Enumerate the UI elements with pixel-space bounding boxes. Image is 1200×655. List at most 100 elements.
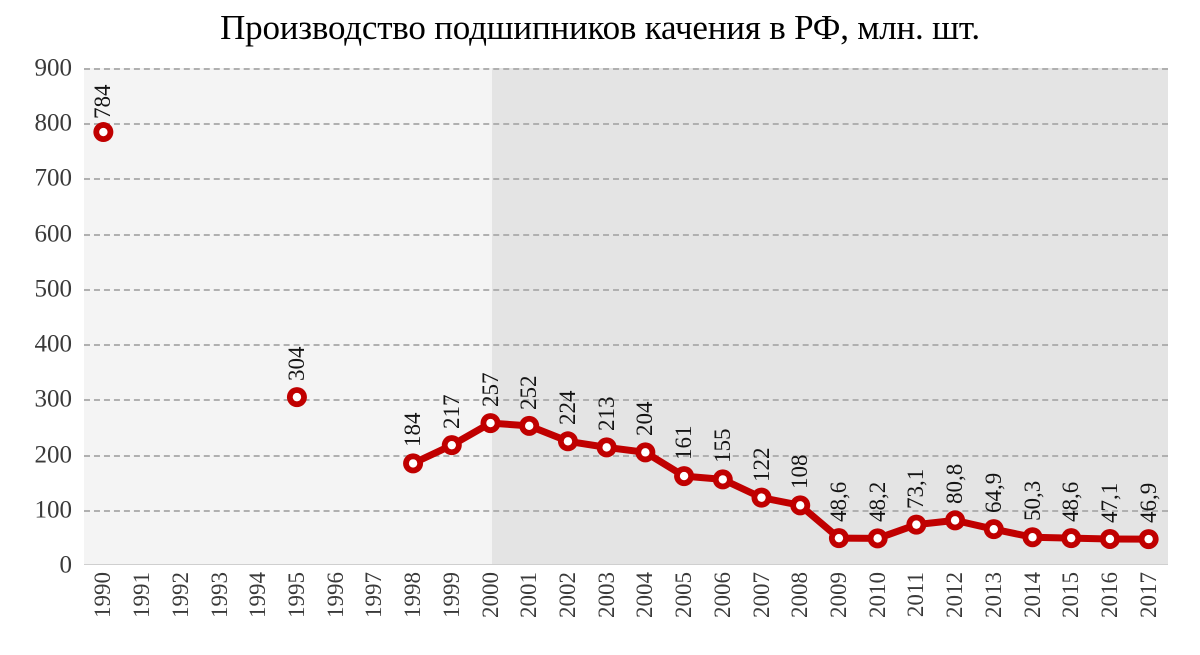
data-point-marker-center: [873, 534, 882, 543]
data-point-marker-center: [641, 448, 650, 457]
x-axis-tick-label: 2000: [477, 572, 503, 618]
x-axis-tick-label: 2009: [825, 572, 851, 618]
x-axis-tick-label: 2006: [709, 572, 735, 618]
y-axis-tick-label: 600: [34, 220, 73, 248]
gridline: [84, 454, 1168, 457]
y-axis-tick-label: 400: [34, 330, 73, 358]
data-point-label: 252: [516, 375, 542, 410]
x-axis-tick-label: 2004: [632, 572, 658, 618]
data-point-label: 48,2: [864, 482, 890, 523]
gridline: [84, 399, 1168, 402]
data-point-label: 161: [671, 425, 697, 461]
y-axis-tick-label: 200: [34, 441, 73, 469]
chart-title: Производство подшипников качения в РФ, м…: [220, 8, 980, 47]
x-axis-tick-label: 2005: [671, 572, 697, 618]
data-point-marker-center: [834, 533, 844, 543]
data-point-label: 155: [709, 428, 735, 464]
data-series: [93, 122, 1159, 550]
x-axis-tick-label: 1993: [206, 572, 232, 618]
plot-area: 784 304 184 217 257 252 224 213 204 161 155 122 108 4…: [84, 68, 1168, 565]
x-axis-tick-label: 1991: [129, 572, 155, 618]
y-axis-tick-label: 900: [34, 54, 73, 82]
x-axis-tick-label: 1996: [322, 572, 348, 618]
x-axis-tick-label: 2001: [516, 572, 542, 618]
data-point-label: 80,8: [942, 464, 968, 505]
x-axis-tick-label: 1999: [438, 572, 464, 618]
x-axis-tick-label: 2013: [980, 572, 1006, 618]
x-axis-tick-label: 2014: [1019, 572, 1045, 618]
gridline: [84, 123, 1168, 126]
data-point-label: 64,9: [980, 472, 1006, 514]
data-point-marker-center: [912, 520, 921, 529]
data-point-label: 108: [787, 454, 813, 490]
data-point-label: 784: [90, 84, 116, 120]
y-axis-tick-label: 500: [34, 275, 73, 303]
x-axis-tick-label: 1990: [90, 572, 116, 618]
data-point-marker-center: [447, 440, 456, 450]
x-axis-tick-label: 2003: [593, 572, 619, 618]
data-point-label: 48,6: [1058, 481, 1084, 523]
data-point-marker-center: [563, 437, 573, 446]
data-point-label: 46,9: [1135, 482, 1161, 524]
series-point-group: [93, 122, 1159, 550]
gridline: [84, 288, 1168, 291]
data-point-label: 257: [477, 372, 503, 408]
data-point-label: 304: [283, 346, 309, 382]
data-point-marker-center: [408, 459, 418, 468]
gridline: [84, 68, 1168, 70]
data-point-marker-center: [950, 516, 960, 525]
y-axis-tick-label: 700: [34, 164, 73, 192]
gridline: [84, 509, 1168, 512]
x-axis-tick-label: 2010: [864, 572, 890, 618]
x-axis-tick-label: 2012: [942, 572, 968, 618]
data-point-label: 47,1: [1096, 482, 1122, 523]
x-axis-tick-label: 2017: [1135, 572, 1161, 618]
background-band-left: [84, 68, 492, 565]
data-point-marker-center: [525, 421, 534, 431]
data-point-marker-center: [989, 524, 998, 534]
data-point-label: 122: [748, 447, 774, 482]
data-point-label: 217: [438, 394, 464, 430]
data-point-marker-center: [718, 475, 727, 484]
x-axis-tick-label: 1994: [245, 572, 271, 618]
data-point-marker-center: [1105, 534, 1115, 544]
background-band-right: [491, 68, 1168, 565]
data-point-marker-center: [486, 418, 495, 428]
data-point-marker-center: [602, 443, 611, 452]
y-axis-tick-label: 800: [34, 109, 73, 137]
y-axis-tick-label: 0: [59, 551, 73, 579]
axis-baseline: [84, 564, 1168, 565]
data-point-label: 184: [400, 412, 426, 448]
data-point-label: 224: [554, 390, 580, 426]
data-point-marker-center: [99, 127, 108, 137]
x-axis: 1990 1991 1992 1993 1994 1995 1996 1997 1998 1999…: [84, 572, 1168, 655]
data-point-marker-center: [679, 471, 689, 481]
x-axis-tick-label: 2008: [787, 572, 813, 618]
x-axis-tick-label: 1995: [283, 572, 309, 618]
data-point-marker-center: [796, 501, 805, 510]
y-axis-tick-label: 100: [34, 496, 73, 524]
gridline: [84, 233, 1168, 236]
y-axis-tick-label: 300: [34, 385, 73, 413]
data-point-label: 50,3: [1019, 480, 1045, 522]
data-point-marker-center: [757, 493, 766, 502]
data-point-label: 48,6: [825, 481, 851, 523]
gridline: [84, 344, 1168, 347]
data-point-label: 204: [632, 401, 658, 437]
x-axis-tick-label: 2002: [554, 572, 580, 618]
data-point-label: 213: [593, 396, 619, 432]
x-axis-tick-label: 1997: [361, 572, 387, 618]
data-point-marker-center: [1144, 534, 1153, 544]
data-point-marker-center: [1028, 533, 1037, 542]
x-axis-tick-label: 1992: [167, 572, 193, 618]
x-axis-tick-label: 2015: [1058, 572, 1084, 618]
x-axis-tick-label: 2016: [1096, 572, 1122, 618]
gridline: [84, 178, 1168, 181]
x-axis-tick-label: 2011: [903, 572, 929, 618]
x-axis-tick-label: 1998: [400, 572, 426, 618]
x-axis-tick-label: 2007: [748, 572, 774, 618]
data-point-label: 73,1: [903, 468, 929, 509]
data-point-marker-center: [292, 392, 302, 402]
